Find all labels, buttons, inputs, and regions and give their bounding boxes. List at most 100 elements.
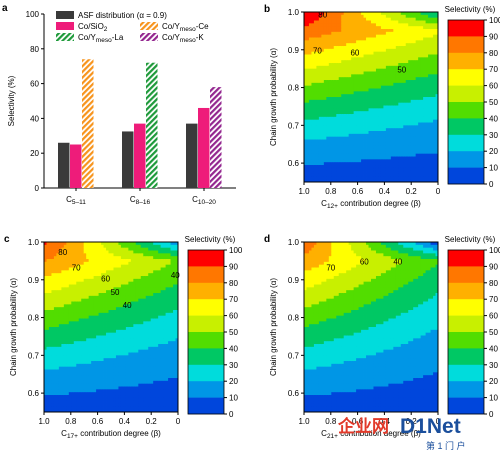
heat-cell (369, 174, 372, 177)
heat-cell (431, 60, 434, 63)
heat-cell (101, 338, 104, 341)
heat-cell (86, 299, 89, 302)
heat-cell (373, 57, 376, 60)
heat-cell (109, 375, 112, 378)
heat-cell (109, 404, 112, 407)
heat-cell (54, 256, 57, 259)
heat-cell (54, 265, 57, 268)
heat-cell (59, 389, 62, 392)
heat-cell (381, 106, 384, 109)
heat-cell (51, 270, 54, 273)
heat-cell (104, 404, 107, 407)
heat-cell (96, 341, 99, 344)
heat-cell (351, 83, 354, 86)
heat-cell (96, 245, 99, 248)
heat-cell (331, 125, 334, 128)
heat-cell (396, 106, 399, 109)
heat-cell (346, 125, 349, 128)
heat-cell (383, 49, 386, 52)
heat-cell (381, 46, 384, 49)
heat-cell (349, 40, 352, 43)
heat-cell (46, 245, 49, 248)
heat-cell (406, 157, 409, 160)
heat-cell (324, 148, 327, 151)
heat-cell (361, 49, 364, 52)
heat-cell (376, 86, 379, 89)
heat-cell (71, 313, 74, 316)
heat-cell (61, 287, 64, 290)
heat-cell (329, 94, 332, 97)
heat-cell (391, 66, 394, 69)
heat-cell (416, 131, 419, 134)
heat-cell (378, 57, 381, 60)
heat-cell (91, 287, 94, 290)
heat-cell (349, 60, 352, 63)
heat-cell (331, 171, 334, 174)
heat-cell (398, 157, 401, 160)
heat-cell (359, 66, 362, 69)
heat-cell (428, 55, 431, 58)
heat-cell (408, 171, 411, 174)
heat-cell (416, 46, 419, 49)
heat-cell (361, 137, 364, 140)
heat-cell (104, 395, 107, 398)
heat-cell (354, 26, 357, 29)
heat-cell (334, 74, 337, 77)
heat-cell (398, 40, 401, 43)
heat-cell (366, 63, 369, 66)
heat-cell (56, 344, 59, 347)
heat-cell (354, 120, 357, 123)
heat-cell (106, 259, 109, 262)
heat-cell (319, 123, 322, 126)
heat-cell (344, 49, 347, 52)
heat-cell (61, 273, 64, 276)
heat-cell (406, 151, 409, 154)
heat-cell (59, 319, 62, 322)
heat-cell (99, 387, 102, 390)
heat-cell (381, 83, 384, 86)
heat-cell (74, 344, 77, 347)
heat-cell (306, 125, 309, 128)
heat-cell (334, 165, 337, 168)
heat-cell (423, 46, 426, 49)
heat-cell (344, 125, 347, 128)
heat-cell (86, 361, 89, 364)
heat-cell (306, 49, 309, 52)
colorbar-tick-label: 40 (489, 114, 498, 123)
heat-cell (51, 310, 54, 313)
heat-cell (351, 108, 354, 111)
heat-cell (359, 63, 362, 66)
heat-cell (361, 111, 364, 114)
heat-cell (69, 384, 72, 387)
heat-cell (378, 174, 381, 177)
heat-cell (89, 338, 92, 341)
heat-cell (421, 43, 424, 46)
heat-cell (339, 125, 342, 128)
heat-cell (371, 176, 374, 179)
heat-cell (361, 86, 364, 89)
heat-cell (393, 40, 396, 43)
heat-cell (386, 86, 389, 89)
heat-cell (364, 21, 367, 24)
heat-cell (349, 35, 352, 38)
heat-cell (354, 23, 357, 26)
heat-cell (101, 293, 104, 296)
heat-cell (319, 159, 322, 162)
heat-cell (361, 77, 364, 80)
heat-cell (81, 296, 84, 299)
heat-cell (46, 265, 49, 268)
heat-cell (309, 162, 312, 165)
heat-cell (416, 159, 419, 162)
heat-cell (354, 43, 357, 46)
heat-cell (354, 103, 357, 106)
heat-cell (344, 18, 347, 21)
heat-cell (74, 248, 77, 251)
heat-cell (51, 353, 54, 356)
colorbar-tick-label: 30 (489, 131, 498, 140)
heat-cell (76, 287, 79, 290)
heat-cell (373, 176, 376, 179)
heat-cell (401, 18, 404, 21)
heat-cell (336, 55, 339, 58)
heat-cell (91, 256, 94, 259)
heat-cell (101, 387, 104, 390)
